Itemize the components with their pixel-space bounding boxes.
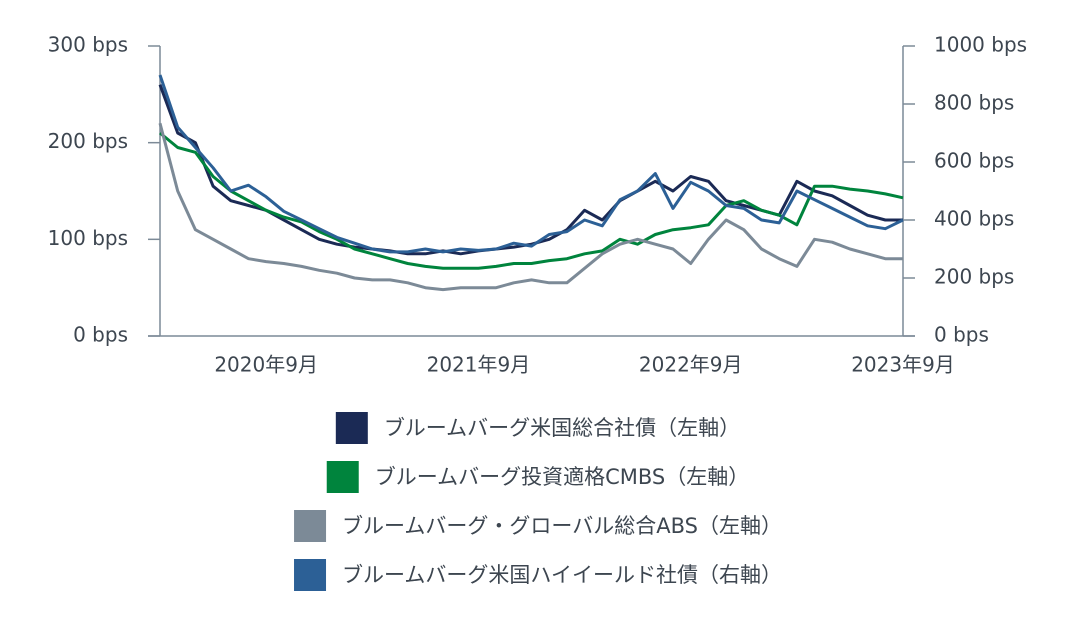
series-line — [159, 131, 904, 270]
y-tick-label: 100 bps — [48, 226, 128, 250]
series-line — [158, 84, 903, 256]
x-tick-label: 2023年9月 — [851, 353, 955, 377]
legend-text: ブルームバーグ投資適格CMBS（左軸） — [375, 465, 750, 489]
y-tick-label: 200 bps — [48, 129, 128, 153]
y2-tick-label: 200 bps — [934, 265, 1014, 289]
y-tick-label: 300 bps — [48, 33, 128, 57]
x-tick-label: 2020年9月 — [214, 353, 318, 377]
x-tick-label: 2022年9月 — [639, 353, 743, 377]
y2-tick-label: 800 bps — [934, 91, 1014, 115]
x-tick-label: 2021年9月 — [427, 353, 531, 377]
legend-swatch — [335, 412, 368, 444]
legend-text: ブルームバーグ米国総合社債（左軸） — [384, 416, 740, 440]
y2-tick-label: 1000 bps — [934, 33, 1027, 57]
legend-swatch — [294, 559, 327, 591]
legend-swatch — [326, 461, 359, 493]
legend-text: ブルームバーグ米国ハイイールド社債（右軸） — [342, 563, 782, 587]
y2-tick-label: 600 bps — [934, 149, 1014, 173]
legend-swatch — [294, 510, 327, 542]
series-line — [158, 74, 904, 254]
series-line — [158, 122, 903, 292]
y2-tick-label: 400 bps — [934, 207, 1014, 231]
y-tick-label: 0 bps — [73, 323, 128, 347]
legend-text: ブルームバーグ・グローバル総合ABS（左軸） — [342, 514, 782, 538]
y2-tick-label: 0 bps — [934, 323, 989, 347]
